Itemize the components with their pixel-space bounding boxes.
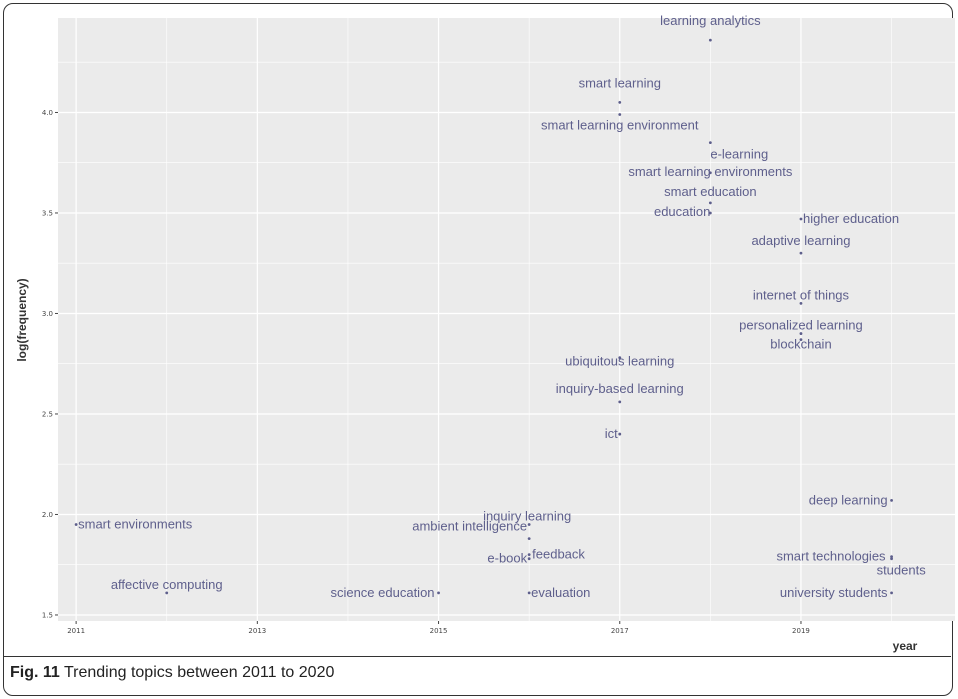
point-label: feedback (532, 547, 585, 562)
y-axis-ticks: 1.5 2.0 2.5 3.0 3.5 4.0 (42, 109, 58, 619)
point-label: smart learning (579, 75, 661, 90)
data-point (799, 217, 803, 221)
data-point (437, 591, 440, 595)
point-label: inquiry learning (483, 509, 571, 524)
point-label: inquiry-based learning (556, 381, 684, 396)
point-label: deep learning (809, 492, 888, 507)
x-axis-label: year (893, 639, 918, 653)
grid-lines (58, 18, 955, 621)
point-label: learning analytics (660, 13, 761, 28)
point-label: smart learning environment (541, 117, 699, 132)
data-point (890, 591, 893, 595)
point-label: smart environments (78, 517, 193, 532)
plot-panel (58, 18, 955, 621)
y-tick-label: 2.0 (42, 511, 53, 519)
data-point (165, 591, 169, 595)
data-point (527, 557, 531, 561)
point-label: science education (330, 585, 434, 600)
point-label: personalized learning (739, 318, 863, 333)
data-point (890, 555, 893, 559)
trending-topics-chart: 1.52.02.53.03.54.0 2011 2013 2015 2017 2019 … (15, 13, 955, 653)
data-point (799, 338, 803, 341)
y-tick-label: 4.0 (42, 109, 53, 117)
data-point (708, 201, 712, 205)
data-point (527, 523, 531, 526)
point-label: ubiquitous learning (565, 354, 674, 369)
y-tick-label: 3.5 (42, 209, 53, 217)
data-point (799, 332, 803, 335)
data-point (708, 211, 712, 215)
data-point (527, 553, 531, 557)
data-point (74, 523, 78, 526)
point-label: smart technologies (776, 549, 886, 564)
point-label: ict (605, 426, 618, 441)
x-tick-label: 2015 (430, 627, 448, 635)
point-label: internet of things (753, 287, 850, 302)
y-tick-label: 1.5 (42, 611, 53, 619)
point-label: higher education (803, 211, 899, 226)
y-axis-label: log(frequency) (15, 278, 29, 361)
point-label: ambient intelligence (412, 519, 527, 534)
data-point (708, 38, 712, 42)
y-tick-label: 2.5 (42, 410, 53, 418)
x-tick-label: 2017 (611, 627, 629, 635)
x-tick-label: 2019 (792, 627, 810, 635)
data-point (618, 432, 622, 436)
data-point (527, 537, 531, 540)
chart-marks: learning analytics smart learning smart le… (74, 13, 927, 600)
data-point (799, 251, 803, 255)
data-point (618, 101, 622, 104)
point-label: affective computing (111, 577, 223, 592)
x-tick-label: 2013 (248, 627, 266, 635)
x-axis-ticks: 2011 2013 2015 2017 2019 (67, 621, 810, 635)
point-label: e-learning (710, 147, 768, 162)
point-label: students (877, 563, 927, 578)
data-point (708, 141, 712, 145)
caption-text: Trending topics between 2011 to 2020 (63, 664, 335, 681)
point-label: adaptive learning (751, 233, 850, 248)
point-label: university students (780, 585, 888, 600)
x-tick-label: 2011 (67, 627, 85, 635)
data-point (890, 499, 893, 502)
point-label: education (654, 204, 710, 219)
figure-caption: Fig. 11 Trending topics between 2011 to … (10, 664, 334, 682)
data-point (527, 591, 531, 595)
data-point (890, 557, 893, 561)
y-tick-label: 3.0 (42, 310, 53, 318)
point-label: evaluation (531, 585, 590, 600)
data-point (708, 171, 712, 175)
point-label: blockchain (770, 337, 831, 352)
point-label: smart learning environments (628, 164, 793, 179)
figure-number: Fig. 11 (10, 664, 60, 681)
point-label: smart education (664, 184, 757, 199)
point-label: e-book (487, 551, 527, 566)
caption-separator (4, 656, 951, 657)
data-point (618, 356, 622, 360)
data-point (618, 400, 622, 404)
data-point (799, 302, 803, 305)
data-point (618, 113, 622, 116)
